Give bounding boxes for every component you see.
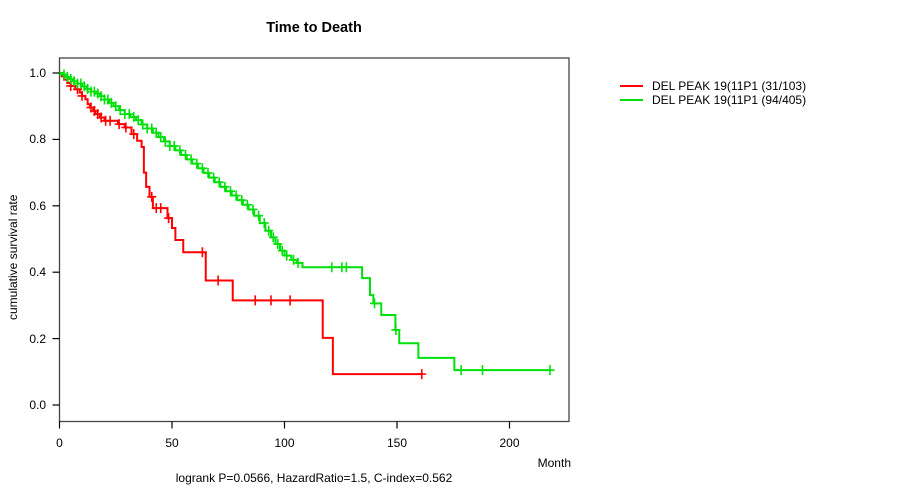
y-tick-label-0.8: 0.8 (29, 132, 46, 146)
censor-tick (327, 262, 337, 273)
legend: DEL PEAK 19(11P1 (31/103) DEL PEAK 19(11… (620, 79, 806, 107)
censor-tick (259, 218, 269, 229)
censor-tick (250, 295, 260, 306)
censor-tick (105, 115, 115, 126)
x-tick-label-200: 200 (499, 436, 520, 450)
censor-tick (293, 257, 303, 268)
censor-tick (129, 129, 139, 140)
y-tick-label-0.2: 0.2 (29, 332, 46, 346)
x-axis-label: Month (537, 456, 571, 470)
y-tick-label-1.0: 1.0 (29, 66, 46, 80)
x-tick-label-100: 100 (274, 436, 295, 450)
x-tick-label-0: 0 (56, 436, 63, 450)
x-tick-label-150: 150 (386, 436, 408, 450)
censor-tick (209, 172, 219, 183)
legend-label-group1: DEL PEAK 19(11P1 (31/103) (652, 79, 807, 93)
censor-tick (197, 163, 207, 174)
censor-tick (226, 186, 235, 197)
censor-tick (121, 122, 131, 133)
censor-tick (160, 136, 170, 147)
censor-tick (192, 158, 202, 169)
legend-line-green (620, 99, 643, 101)
censor-tick (181, 150, 190, 161)
plot-box (58, 57, 570, 423)
censor-tick (147, 191, 157, 202)
legend-label-group2: DEL PEAK 19(11P1 (94/405) (652, 93, 807, 107)
legend-line-red (620, 85, 643, 87)
censor-tick (254, 210, 264, 221)
legend-item-group1: DEL PEAK 19(11P1 (31/103) (620, 79, 806, 93)
censor-tick (417, 369, 427, 380)
censor-tick (237, 195, 247, 206)
censor-tick (156, 203, 166, 214)
censor-tick (268, 232, 278, 243)
censor-tick (220, 181, 230, 192)
censor-tick (478, 365, 487, 376)
censor-tick (456, 365, 466, 376)
censor-tick (151, 127, 161, 138)
censor-tick (203, 167, 213, 178)
censor-tick (248, 204, 258, 215)
y-axis-label: cumulative survival rate (6, 194, 20, 320)
y-tick-label-0.4: 0.4 (29, 265, 46, 279)
censor-tick (213, 275, 223, 286)
chart-title: Time to Death (266, 20, 362, 36)
censor-tick (147, 123, 157, 134)
censor-tick (370, 298, 379, 309)
censor-tick (391, 324, 401, 335)
x-tick-label-50: 50 (165, 436, 179, 450)
censor-tick (114, 119, 124, 130)
censor-tick (186, 154, 196, 165)
censor-tick (197, 247, 207, 258)
y-tick-label-0.0: 0.0 (29, 398, 46, 412)
censor-tick (266, 295, 276, 306)
censor-tick (156, 132, 166, 143)
censor-tick (545, 365, 555, 376)
censor-tick (214, 177, 224, 188)
censor-tick (169, 141, 179, 152)
censor-tick (231, 190, 241, 201)
legend-item-group2: DEL PEAK 19(11P1 (94/405) (620, 93, 806, 107)
stats-annotation: logrank P=0.0566, HazardRatio=1.5, C-ind… (175, 471, 453, 485)
censor-tick (264, 225, 274, 236)
censor-tick (341, 262, 351, 273)
censor-tick (164, 213, 174, 224)
censor-tick (77, 90, 87, 101)
censor-tick (273, 238, 283, 249)
y-tick-label-0.6: 0.6 (29, 199, 46, 213)
censor-tick (242, 199, 252, 210)
censor-tick (175, 145, 185, 156)
censor-tick (285, 295, 295, 306)
censor-tick (277, 245, 287, 256)
survival-curve-red (59, 72, 423, 376)
censor-tick (133, 115, 143, 126)
censor-tick (282, 250, 292, 261)
